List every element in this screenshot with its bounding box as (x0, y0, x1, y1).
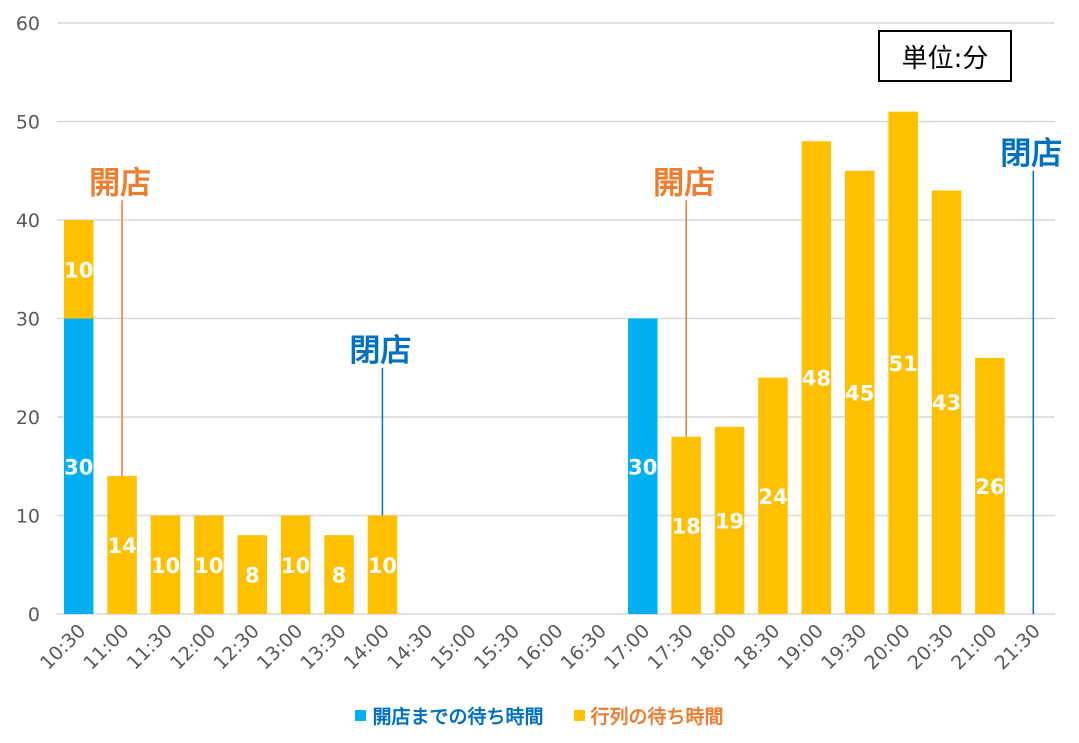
y-tick-label: 0 (28, 604, 40, 626)
x-tick-label: 15:00 (426, 620, 480, 674)
data-label: 43 (932, 391, 961, 415)
x-tick-label: 17:00 (600, 620, 654, 674)
x-tick-label: 21:00 (947, 620, 1001, 674)
x-tick-label: 20:30 (904, 620, 958, 674)
y-tick-label: 10 (16, 506, 40, 528)
bar-queue-wait (63, 220, 94, 319)
x-tick-label: 10:30 (36, 620, 90, 674)
bar-queue-wait (714, 426, 745, 614)
chart: 0 10 20 30 40 50 60 30 10 14 10 10 8 10 8 10 30 18 19 24 48… (16, 13, 1062, 674)
bar-opening-wait (63, 318, 94, 614)
x-tick-label: 15:30 (470, 620, 524, 674)
legend: 開店までの待ち時間 行列の待ち時間 (0, 700, 1079, 730)
data-label: 10 (281, 554, 310, 578)
bar-labels: 30 10 14 10 10 8 10 8 10 30 18 19 24 48 45 51 43 26 (64, 258, 1004, 587)
data-label: 8 (245, 564, 260, 588)
bar-queue-wait (801, 141, 832, 614)
data-label: 26 (975, 475, 1004, 499)
bar-opening-wait (628, 318, 658, 614)
bar-queue-wait (107, 476, 137, 614)
data-label: 45 (845, 381, 874, 405)
x-tick-label: 18:30 (730, 620, 784, 674)
bar-queue-wait (888, 111, 918, 615)
annotation-label: 閉店 (1000, 136, 1062, 172)
x-tick-label: 12:00 (166, 620, 220, 674)
y-tick-label: 30 (16, 309, 40, 331)
bar-queue-wait (237, 535, 268, 614)
x-tick-label: 16:30 (557, 620, 611, 674)
legend-item-opening-wait: 開店までの待ち時間 (355, 702, 544, 729)
x-tick-label: 19:00 (774, 620, 828, 674)
bar-queue-wait (671, 436, 701, 614)
bar-queue-wait (931, 190, 962, 614)
x-tick-label: 13:00 (253, 620, 307, 674)
data-label: 18 (672, 514, 701, 538)
data-label: 10 (64, 258, 93, 282)
bar-queue-wait (150, 515, 181, 614)
annotation-label: 閉店 (349, 333, 411, 369)
data-label: 10 (194, 554, 223, 578)
x-tick-label: 18:00 (687, 620, 741, 674)
annotation-label: 開店 (89, 165, 151, 201)
x-tick-label: 16:00 (513, 620, 567, 674)
data-label: 51 (889, 352, 918, 376)
legend-item-queue-wait: 行列の待ち時間 (573, 702, 724, 729)
bar-queue-wait (280, 515, 311, 614)
y-tick-label: 50 (16, 112, 40, 134)
x-tick-label: 14:00 (340, 620, 394, 674)
x-tick-label: 13:30 (296, 620, 350, 674)
y-tick-label: 40 (16, 210, 40, 232)
unit-label: 単位:分 (878, 30, 1012, 82)
data-label: 10 (151, 554, 180, 578)
x-tick-label: 11:30 (123, 620, 177, 674)
y-tick-label: 20 (16, 407, 40, 429)
bar-queue-wait (367, 515, 398, 614)
x-tick-label: 17:30 (643, 620, 697, 674)
y-tick-label: 60 (16, 13, 40, 35)
annotation-label: 開店 (653, 165, 715, 201)
x-tick-label: 20:00 (860, 620, 914, 674)
data-label: 30 (64, 455, 93, 479)
bar-queue-wait (194, 515, 224, 614)
bar-queue-wait (844, 170, 875, 614)
x-axis-ticks: 10:3011:0011:3012:0012:3013:0013:3014:00… (36, 620, 1045, 674)
x-tick-label: 14:30 (383, 620, 437, 674)
bar-queue-wait (975, 357, 1005, 614)
x-tick-label: 11:00 (79, 620, 133, 674)
data-label: 30 (628, 455, 657, 479)
x-tick-label: 21:30 (991, 620, 1045, 674)
data-label: 19 (715, 509, 744, 533)
data-label: 8 (332, 564, 347, 588)
legend-swatch-opening-wait (355, 709, 367, 721)
legend-label-queue-wait: 行列の待ち時間 (590, 705, 724, 728)
x-tick-label: 12:30 (210, 620, 264, 674)
data-label: 14 (107, 534, 136, 558)
x-tick-label: 19:30 (817, 620, 871, 674)
data-label: 10 (368, 554, 397, 578)
legend-swatch-queue-wait (573, 709, 585, 721)
legend-label-opening-wait: 開店までの待ち時間 (372, 705, 544, 728)
y-axis-ticks: 0 10 20 30 40 50 60 (16, 13, 40, 626)
bar-queue-wait (324, 535, 354, 614)
data-label: 24 (758, 485, 787, 509)
bars (63, 111, 1005, 615)
bar-queue-wait (758, 377, 788, 614)
data-label: 48 (802, 367, 831, 391)
